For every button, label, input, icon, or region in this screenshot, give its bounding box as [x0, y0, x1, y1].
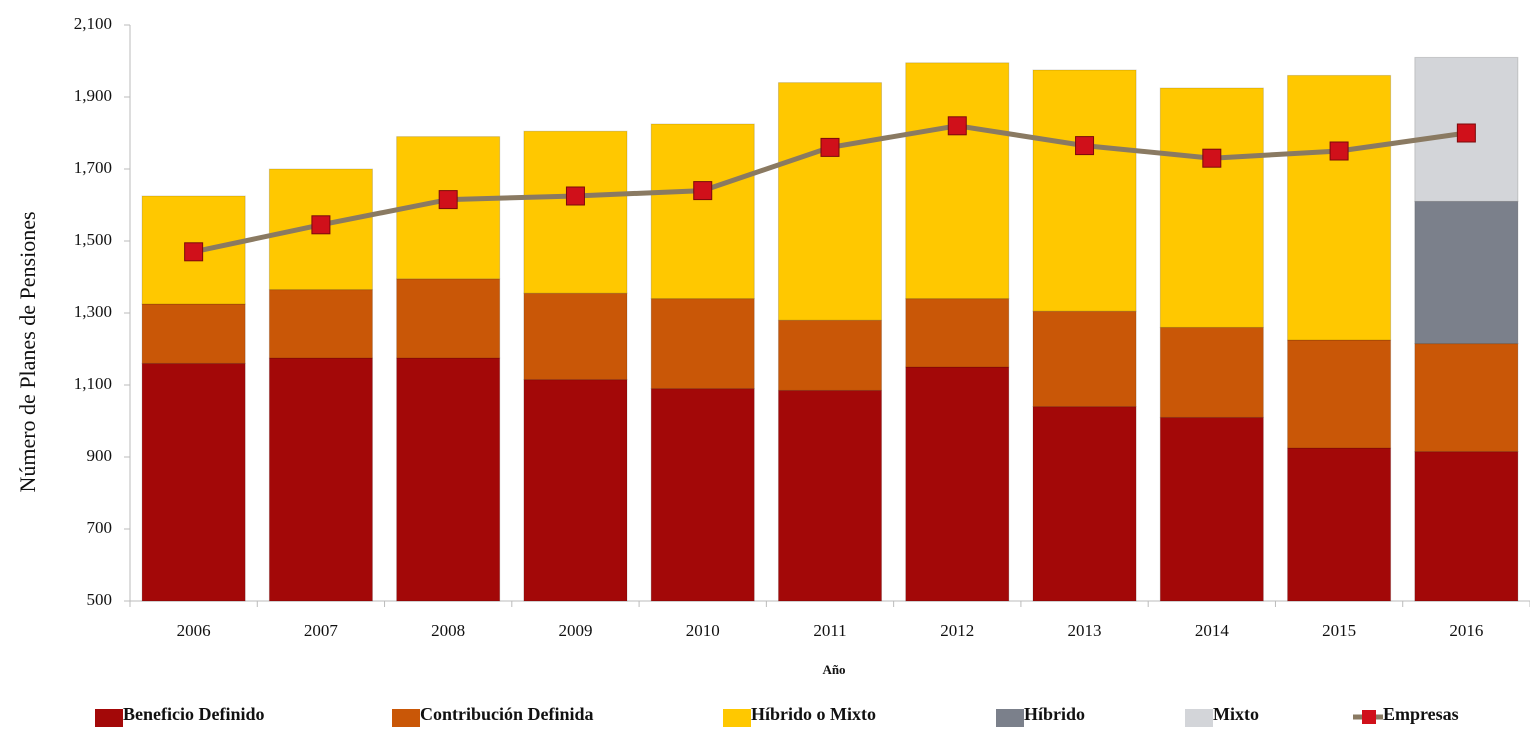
- line-marker: [693, 181, 713, 201]
- x-axis-label: Año: [822, 662, 845, 677]
- x-tick-label: 2016: [1449, 621, 1483, 640]
- bar-segment: [905, 298, 1010, 368]
- line-marker: [1202, 148, 1222, 168]
- legend-swatch: [723, 709, 751, 727]
- x-tick-label: 2011: [813, 621, 846, 640]
- bar-segment: [268, 289, 373, 359]
- x-tick-label: 2006: [177, 621, 211, 640]
- bar-segment: [1032, 310, 1137, 408]
- bar-segment: [650, 123, 755, 300]
- legend-swatch: [1185, 709, 1213, 727]
- line-marker: [565, 186, 585, 206]
- x-tick-label: 2010: [686, 621, 720, 640]
- bar-segment: [1032, 406, 1137, 602]
- y-tick-label: 1,500: [74, 230, 112, 249]
- y-axis-label: Número de Planes de Pensiones: [15, 211, 40, 492]
- bar-segment: [777, 389, 883, 602]
- bar-segment: [523, 292, 628, 381]
- x-tick-label: 2015: [1322, 621, 1356, 640]
- bar-segment: [650, 298, 755, 390]
- y-tick-label: 700: [87, 518, 113, 537]
- bar-segment: [1159, 416, 1264, 602]
- legend-swatch: [996, 709, 1024, 727]
- bar-segment: [905, 366, 1010, 602]
- x-tick-label: 2014: [1195, 621, 1230, 640]
- bar-segment: [1287, 339, 1392, 449]
- y-tick-label: 1,900: [74, 86, 112, 105]
- legend: Beneficio Definido Contribución Definida H…: [95, 704, 1459, 727]
- legend-label: Empresas: [1383, 704, 1459, 724]
- bar-segment: [1414, 200, 1519, 345]
- bar-segment: [396, 278, 501, 359]
- x-tick-label: 2008: [431, 621, 465, 640]
- bar-segment: [396, 357, 501, 602]
- bar-segment: [1287, 74, 1392, 341]
- legend-label: Híbrido o Mixto: [751, 704, 876, 724]
- bar-segment: [141, 362, 246, 602]
- bar-segment: [1414, 343, 1519, 453]
- y-tick-label: 2,100: [74, 14, 112, 33]
- legend-label: Beneficio Definido: [123, 704, 265, 724]
- bar-segment: [141, 303, 246, 364]
- bar-segment: [1032, 69, 1137, 312]
- bar-segment: [1159, 87, 1264, 328]
- line-marker: [1329, 141, 1349, 161]
- line-marker: [947, 116, 967, 136]
- bar-segment: [905, 62, 1010, 300]
- bar-segment: [777, 82, 883, 321]
- bar-segment: [650, 388, 755, 602]
- line-marker: [184, 242, 204, 262]
- line-marker: [311, 215, 331, 235]
- line-marker: [820, 137, 840, 157]
- legend-swatch: [95, 709, 123, 727]
- y-tick-label: 1,700: [74, 158, 112, 177]
- bar-segment: [1287, 447, 1392, 602]
- x-tick-label: 2009: [558, 621, 592, 640]
- x-tick-label: 2013: [1068, 621, 1102, 640]
- bar-segment: [1414, 451, 1519, 602]
- y-tick-label: 900: [87, 446, 113, 465]
- legend-marker: [1362, 710, 1376, 724]
- y-tick-label: 1,100: [74, 374, 112, 393]
- y-tick-label: 500: [87, 590, 113, 609]
- bar-segment: [777, 319, 883, 391]
- legend-swatch: [392, 709, 420, 727]
- bar-segment: [268, 357, 373, 602]
- bar-segment: [523, 130, 628, 294]
- x-tick-label: 2007: [304, 621, 339, 640]
- bar-segment: [523, 379, 628, 602]
- bar-segment: [268, 168, 373, 291]
- legend-label: Contribución Definida: [420, 704, 594, 724]
- bar-segment: [1159, 326, 1264, 418]
- line-marker: [1075, 136, 1095, 156]
- legend-label: Híbrido: [1024, 704, 1085, 724]
- x-tick-label: 2012: [940, 621, 974, 640]
- line-marker: [438, 190, 458, 210]
- legend-label: Mixto: [1213, 704, 1259, 724]
- y-tick-label: 1,300: [74, 302, 112, 321]
- line-marker: [1456, 123, 1476, 143]
